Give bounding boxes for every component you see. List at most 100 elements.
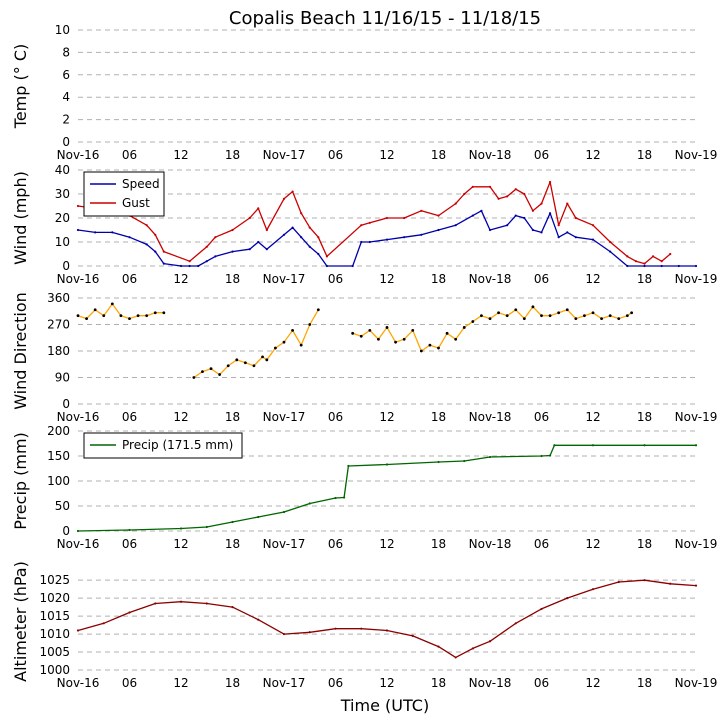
y-axis-label: Precip (mm) xyxy=(11,432,30,530)
data-point xyxy=(179,600,183,603)
data-point xyxy=(608,314,612,318)
data-point xyxy=(162,262,165,265)
x-tick-label: 06 xyxy=(122,676,137,690)
data-point xyxy=(377,337,380,341)
x-axis-label: Time (UTC) xyxy=(340,696,429,715)
data-point xyxy=(282,632,286,636)
x-tick-label: 12 xyxy=(379,676,394,690)
y-tick-label: 90 xyxy=(55,371,70,385)
data-point xyxy=(548,212,552,215)
data-point xyxy=(205,260,208,263)
x-tick-label: 06 xyxy=(328,676,343,690)
data-point xyxy=(566,231,569,234)
data-point xyxy=(192,376,196,379)
panel-altimeter: 1000 1005 1010 1015 1020 1025 Nov-16 06 12 18 Nov-… xyxy=(11,561,717,690)
y-tick-label: 20 xyxy=(55,211,70,225)
data-point xyxy=(660,260,663,263)
data-point xyxy=(128,528,131,532)
x-tick-label: 18 xyxy=(637,148,652,162)
data-point xyxy=(480,314,483,318)
x-tick-label: 06 xyxy=(122,272,137,286)
data-point xyxy=(102,622,105,625)
data-point xyxy=(506,224,509,227)
data-point xyxy=(325,255,329,258)
data-point xyxy=(261,355,264,359)
data-point xyxy=(274,346,277,350)
x-tick-label: Nov-16 xyxy=(57,676,100,690)
data-point xyxy=(428,343,432,347)
data-point xyxy=(111,231,114,234)
x-tick-label: 12 xyxy=(173,272,188,286)
y-tick-label: 6 xyxy=(62,68,70,82)
data-point xyxy=(437,346,440,350)
data-point xyxy=(214,236,217,239)
legend-label: Precip (171.5 mm) xyxy=(122,438,233,452)
data-point xyxy=(600,317,603,321)
data-point xyxy=(76,314,80,318)
x-tick-label: 06 xyxy=(328,272,343,286)
legend-box xyxy=(83,171,165,217)
y-tick-label: 4 xyxy=(62,90,70,104)
data-point xyxy=(488,228,492,232)
data-point xyxy=(591,588,595,591)
data-point xyxy=(669,582,672,585)
data-point xyxy=(282,233,286,236)
x-tick-label: Nov-17 xyxy=(263,410,306,424)
x-tick-label: 12 xyxy=(173,410,188,424)
data-point xyxy=(342,496,346,499)
data-point xyxy=(308,226,311,229)
data-point xyxy=(420,209,423,212)
data-point xyxy=(360,627,363,630)
data-point xyxy=(205,245,208,248)
data-point xyxy=(643,444,646,447)
data-point xyxy=(188,264,191,268)
data-point xyxy=(471,320,475,323)
y-tick-label: 1010 xyxy=(39,627,70,641)
x-tick-label: 18 xyxy=(225,148,240,162)
data-point xyxy=(154,602,157,605)
y-tick-label: 1005 xyxy=(39,645,70,659)
data-point xyxy=(625,314,629,318)
data-point xyxy=(630,311,634,315)
data-point xyxy=(471,647,474,650)
data-point xyxy=(523,192,526,196)
data-point xyxy=(540,202,543,205)
y-tick-label: 100 xyxy=(47,474,70,488)
data-point xyxy=(591,224,595,227)
x-tick-label: 18 xyxy=(225,676,240,690)
data-point xyxy=(677,264,680,268)
x-tick-label: 18 xyxy=(431,148,446,162)
x-tick-label: Nov-18 xyxy=(469,148,512,162)
data-point xyxy=(394,340,397,344)
data-point xyxy=(651,255,655,258)
data-point xyxy=(128,236,131,239)
data-point xyxy=(85,317,88,321)
data-point xyxy=(179,264,183,268)
panel-wind_direction: 0 90 180 270 360 Nov-16 06 12 18 Nov-17 06 12 18 Nov-… xyxy=(11,291,717,424)
data-point xyxy=(694,444,698,447)
data-point xyxy=(368,240,371,244)
x-tick-label: Nov-19 xyxy=(675,410,718,424)
data-point xyxy=(403,236,406,239)
data-point xyxy=(291,328,294,332)
y-tick-label: 1025 xyxy=(39,573,70,587)
data-point xyxy=(419,349,423,353)
x-tick-label: 12 xyxy=(173,676,188,690)
x-tick-label: 18 xyxy=(431,272,446,286)
y-tick-label: 1015 xyxy=(39,609,70,623)
data-point xyxy=(360,224,363,227)
data-point xyxy=(291,226,294,229)
data-point xyxy=(488,317,492,321)
data-point xyxy=(445,331,449,335)
data-point xyxy=(574,236,577,239)
data-point xyxy=(463,192,466,196)
data-point xyxy=(351,331,355,335)
data-point xyxy=(566,202,569,205)
data-point xyxy=(299,343,303,347)
x-tick-label: 12 xyxy=(173,148,188,162)
chart-title: Copalis Beach 11/16/15 - 11/18/15 xyxy=(229,8,541,29)
data-point xyxy=(643,264,646,268)
data-point xyxy=(437,460,440,464)
data-point xyxy=(462,326,466,329)
series-line-direction xyxy=(77,302,632,379)
